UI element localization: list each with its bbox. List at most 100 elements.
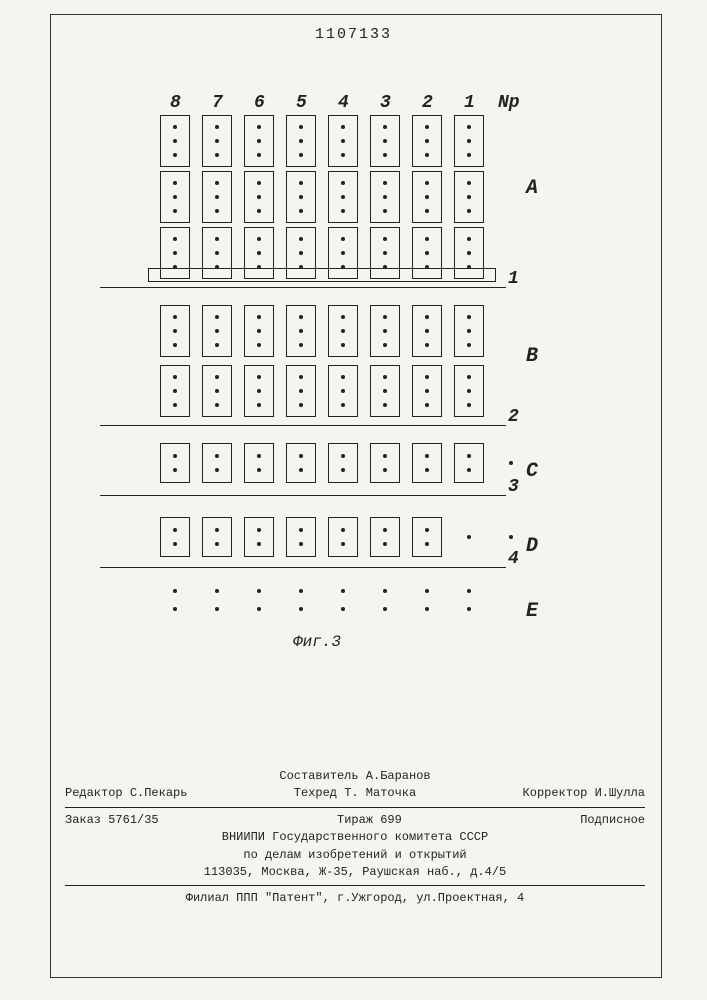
dot	[341, 454, 345, 458]
column-header: 5	[296, 93, 307, 113]
dot	[467, 607, 471, 611]
dot	[383, 403, 387, 407]
column-header: 4	[338, 93, 349, 113]
dot	[341, 343, 345, 347]
domino-box	[202, 443, 232, 483]
dot	[467, 403, 471, 407]
dot	[425, 454, 429, 458]
dot	[467, 343, 471, 347]
column-header: 3	[380, 93, 391, 113]
dot	[215, 139, 219, 143]
dot	[425, 315, 429, 319]
dot	[383, 195, 387, 199]
dot	[215, 375, 219, 379]
dot	[257, 589, 261, 593]
dot	[467, 389, 471, 393]
dot	[467, 125, 471, 129]
domino-box	[160, 517, 190, 557]
dot	[257, 251, 261, 255]
section-label: E	[526, 600, 538, 623]
dot	[173, 237, 177, 241]
print-row: Заказ 5761/35 Тираж 699 Подписное	[65, 812, 645, 829]
dot	[425, 389, 429, 393]
dot	[257, 153, 261, 157]
dot	[341, 237, 345, 241]
dot	[257, 468, 261, 472]
dot	[257, 181, 261, 185]
domino-box	[328, 443, 358, 483]
print-run: Тираж 699	[337, 812, 402, 829]
section-label: A	[526, 177, 538, 200]
dot	[173, 153, 177, 157]
org-line-2: по делам изобретений и открытий	[65, 847, 645, 864]
dot	[299, 181, 303, 185]
footer-block: Составитель А.Баранов Редактор С.Пекарь …	[65, 768, 645, 908]
domino-box	[328, 517, 358, 557]
credits-row: Редактор С.Пекарь Техред Т. Маточка Корр…	[65, 785, 645, 802]
dot	[341, 315, 345, 319]
dot	[383, 542, 387, 546]
column-header: 2	[422, 93, 433, 113]
dot	[383, 237, 387, 241]
dot	[257, 125, 261, 129]
dot	[467, 139, 471, 143]
dot	[299, 251, 303, 255]
section-label: D	[526, 535, 538, 558]
dot	[299, 153, 303, 157]
section-label: B	[526, 345, 538, 368]
dot	[215, 237, 219, 241]
dot	[173, 589, 177, 593]
dot	[467, 315, 471, 319]
editor: Редактор С.Пекарь	[65, 785, 187, 802]
column-header: 1	[464, 93, 475, 113]
dot	[509, 461, 513, 465]
dot	[383, 468, 387, 472]
column-header: Np	[498, 93, 520, 113]
dot	[467, 329, 471, 333]
dot	[425, 403, 429, 407]
dot	[215, 125, 219, 129]
dot	[257, 375, 261, 379]
dot	[173, 209, 177, 213]
domino-box	[370, 443, 400, 483]
dot	[383, 329, 387, 333]
dot	[425, 375, 429, 379]
dot	[215, 209, 219, 213]
dot	[257, 542, 261, 546]
dot	[299, 528, 303, 532]
dot	[173, 468, 177, 472]
dot	[425, 153, 429, 157]
dot	[215, 528, 219, 532]
dot	[383, 181, 387, 185]
dot	[173, 403, 177, 407]
dot	[425, 329, 429, 333]
dot	[299, 389, 303, 393]
dot	[383, 607, 387, 611]
dot	[299, 454, 303, 458]
dot	[341, 251, 345, 255]
dot	[299, 209, 303, 213]
dot	[467, 209, 471, 213]
dot	[341, 389, 345, 393]
dot	[173, 315, 177, 319]
dot	[341, 528, 345, 532]
dot	[341, 468, 345, 472]
dot	[257, 139, 261, 143]
domino-box	[286, 443, 316, 483]
dot	[341, 607, 345, 611]
dot	[425, 468, 429, 472]
dot	[257, 389, 261, 393]
dot	[383, 125, 387, 129]
dot	[341, 195, 345, 199]
dot	[173, 125, 177, 129]
dot	[299, 375, 303, 379]
column-header: 6	[254, 93, 265, 113]
dot	[299, 468, 303, 472]
dot	[467, 468, 471, 472]
dot	[215, 181, 219, 185]
dot	[257, 607, 261, 611]
document-number: 1107133	[0, 26, 707, 43]
dot	[299, 542, 303, 546]
dot	[425, 181, 429, 185]
domino-box	[454, 443, 484, 483]
